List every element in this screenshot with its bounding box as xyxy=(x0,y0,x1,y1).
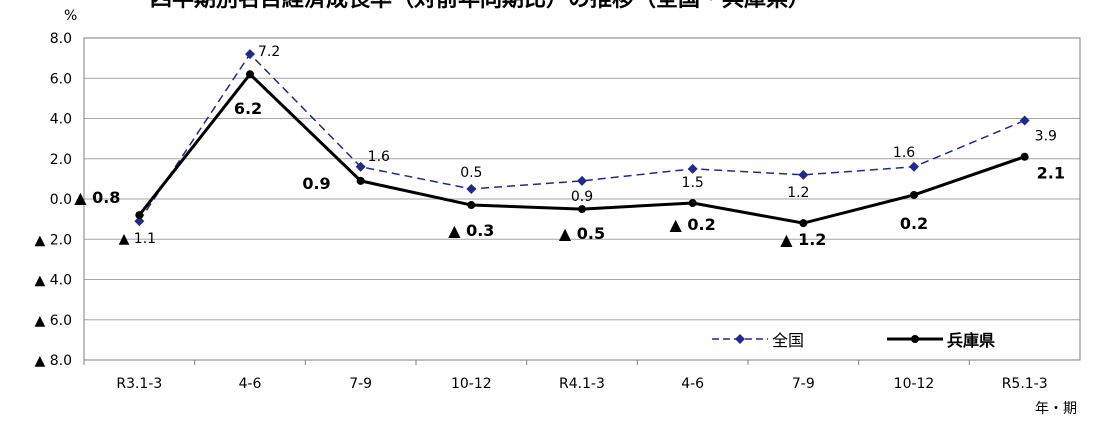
x-tick-label: 10-12 xyxy=(894,376,935,392)
y-tick-label: 2.0 xyxy=(50,152,72,168)
data-label-national: ▲ 1.1 xyxy=(119,231,156,247)
legend-swatch-hyogo xyxy=(887,335,943,343)
data-label-hyogo: ▲ 1.2 xyxy=(780,230,826,249)
y-tick-label: ▲ 2.0 xyxy=(35,232,72,248)
data-point-national xyxy=(687,163,698,174)
data-point-hyogo xyxy=(135,211,144,220)
data-point-national xyxy=(466,183,477,194)
data-point-hyogo xyxy=(910,190,918,199)
x-axis-label: 年・期 xyxy=(1035,401,1077,417)
x-tick-label: 7-9 xyxy=(349,376,372,392)
data-point-hyogo xyxy=(467,201,476,210)
x-tick-label: 4-6 xyxy=(239,376,262,392)
chart-title: 四半期別名目経済成長率（対前年同期比）の推移（全国・兵庫県） xyxy=(150,0,950,12)
x-tick-label: 10-12 xyxy=(451,376,492,392)
data-label-national: 0.5 xyxy=(460,165,482,181)
plot-area xyxy=(83,37,1081,361)
data-label-national: 1.2 xyxy=(787,185,809,201)
data-point-hyogo xyxy=(688,199,697,208)
data-point-national xyxy=(1019,115,1030,126)
data-label-national: 1.6 xyxy=(893,145,915,161)
data-label-national: 1.6 xyxy=(368,149,390,165)
y-tick-label: 8.0 xyxy=(50,31,72,47)
data-label-national: 7.2 xyxy=(258,44,280,60)
x-tick-label: R4.1-3 xyxy=(559,376,605,392)
data-point-hyogo xyxy=(799,219,808,228)
x-tick-label: R3.1-3 xyxy=(116,376,162,392)
data-label-hyogo: ▲ 0.2 xyxy=(670,215,716,234)
data-label-national: 1.5 xyxy=(682,175,704,191)
data-point-national xyxy=(909,161,919,172)
data-point-national xyxy=(134,216,145,227)
legend-label-national: 全国 xyxy=(772,331,805,350)
data-point-hyogo xyxy=(1020,152,1029,161)
y-axis-unit-label: % xyxy=(64,8,78,24)
data-label-hyogo: ▲ 0.5 xyxy=(559,224,605,243)
legend-swatch-national xyxy=(712,334,768,344)
data-label-national: 0.9 xyxy=(571,189,593,205)
data-point-national xyxy=(577,175,587,186)
x-tick-label: R5.1-3 xyxy=(1002,376,1048,392)
data-label-hyogo: 0.2 xyxy=(900,214,928,233)
data-point-hyogo xyxy=(578,205,586,214)
y-tick-label: ▲ 8.0 xyxy=(35,353,72,369)
data-point-hyogo xyxy=(356,176,365,185)
data-label-hyogo: 6.2 xyxy=(234,99,262,118)
data-label-hyogo: ▲ 0.8 xyxy=(74,188,120,207)
x-tick-label: 4-6 xyxy=(681,376,704,392)
y-tick-label: ▲ 6.0 xyxy=(35,313,72,329)
x-tick-label: 7-9 xyxy=(792,376,815,392)
data-label-hyogo: 0.9 xyxy=(302,174,330,193)
data-label-national: 3.9 xyxy=(1035,129,1057,145)
data-point-national xyxy=(798,169,809,180)
y-tick-label: 4.0 xyxy=(50,112,72,128)
y-tick-label: ▲ 4.0 xyxy=(35,273,72,289)
data-point-hyogo xyxy=(246,70,254,79)
series-line-national xyxy=(138,52,1025,222)
y-tick-label: 6.0 xyxy=(50,71,72,87)
y-tick-label: 0.0 xyxy=(50,192,72,208)
data-label-hyogo: ▲ 0.3 xyxy=(448,221,494,240)
data-label-hyogo: 2.1 xyxy=(1037,164,1065,183)
data-point-national xyxy=(355,161,366,172)
data-point-national xyxy=(245,49,255,60)
legend-label-hyogo: 兵庫県 xyxy=(947,331,996,350)
